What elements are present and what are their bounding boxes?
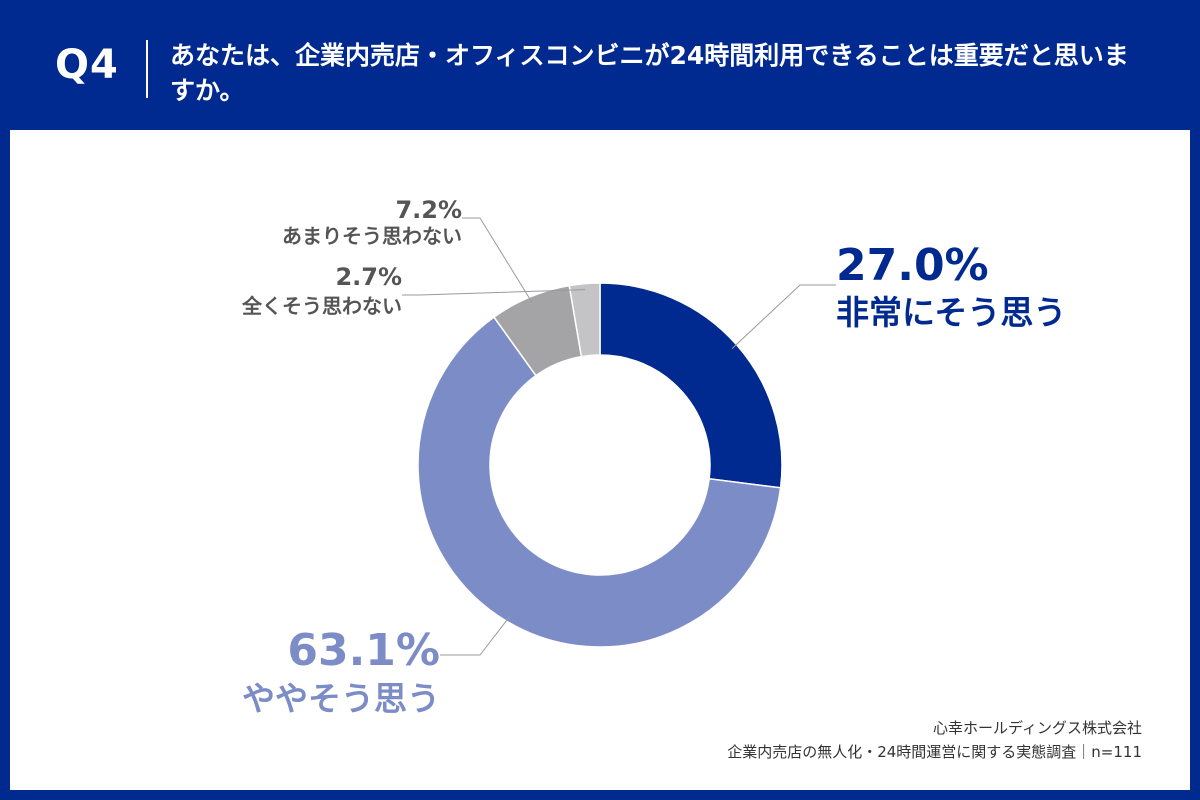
- footer: 心幸ホールディングス株式会社 企業内売店の無人化・24時間運営に関する実態調査｜…: [727, 716, 1142, 764]
- question-text: あなたは、企業内売店・オフィスコンビニが24時間利用できることは重要だと思います…: [170, 41, 1129, 105]
- leader-line-0: [731, 284, 836, 349]
- survey-info: 企業内売店の無人化・24時間運営に関する実態調査｜n=111: [727, 743, 1142, 761]
- slice-value-label-2: 7.2%: [395, 196, 462, 224]
- slice-value-label-1: 63.1%: [287, 625, 440, 676]
- slice-value-label-0: 27.0%: [836, 240, 989, 291]
- donut-slice-0: [599, 282, 783, 489]
- slice-category-label-0: 非常にそう思う: [836, 293, 1066, 332]
- donut-slice-1: [417, 316, 782, 648]
- slice-category-label-2: あまりそう思わない: [282, 224, 462, 248]
- slice-category-label-1: ややそう思う: [242, 679, 440, 718]
- leader-line-2: [462, 217, 533, 303]
- slice-value-label-3: 2.7%: [335, 263, 402, 291]
- leader-line-1: [440, 615, 511, 656]
- chart-panel: 27.0% 非常にそう思う 63.1% ややそう思う 7.2% あまりそう思わない 2.7%…: [10, 130, 1190, 790]
- header-bar: Q4 あなたは、企業内売店・オフィスコンビニが24時間利用できることは重要だと思…: [0, 0, 1200, 130]
- header-divider: [146, 40, 148, 98]
- donut-chart: 27.0%非常にそう思う 63.1%ややそう思う 7.2%あまりそう思わない 2.7%…: [241, 196, 1066, 718]
- donut-slice-3: [568, 282, 601, 358]
- company-name: 心幸ホールディングス株式会社: [933, 719, 1142, 737]
- question-number: Q4: [55, 42, 119, 88]
- leader-line-3: [402, 289, 586, 296]
- slice-category-label-3: 全くそう思わない: [241, 294, 402, 318]
